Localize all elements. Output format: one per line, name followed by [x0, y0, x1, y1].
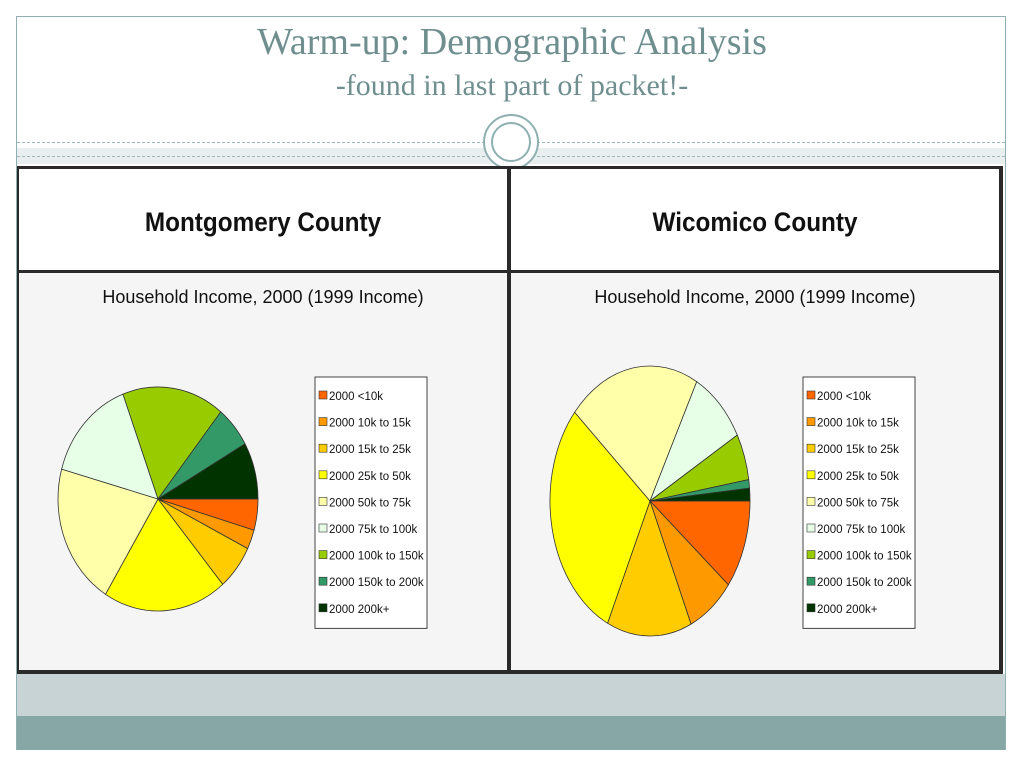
pie-slice-4	[549, 411, 651, 624]
footer-band-light	[17, 674, 1005, 716]
legend-box	[802, 376, 916, 629]
legend-label: 2000 150k to 200k	[329, 577, 424, 589]
legend-label: 2000 25k to 50k	[329, 471, 411, 483]
legend-label: 2000 200k+	[329, 604, 390, 616]
legend-swatch	[806, 550, 816, 559]
legend-label: 2000 15k to 25k	[817, 444, 899, 456]
legend-swatch	[806, 497, 816, 506]
pie-slice-5	[57, 468, 159, 595]
montgomery-pie-chart: 2000 <10k 2000 10k to 15k 2000 15k to 25k 2…	[57, 376, 428, 629]
montgomery-county-title: Montgomery County	[144, 207, 382, 237]
legend-label: 2000 <10k	[329, 391, 383, 403]
wicomico-chart-cell: Household Income, 2000 (1999 Income) 200…	[511, 273, 999, 670]
legend-label: 2000 25k to 50k	[817, 471, 899, 483]
legend-label: 2000 10k to 15k	[817, 418, 899, 430]
legend-swatch	[318, 443, 328, 453]
legend-swatch	[806, 523, 816, 533]
legend-label: 2000 50k to 75k	[817, 497, 899, 509]
pie-slice-6	[61, 393, 159, 500]
legend-label: 2000 150k to 200k	[817, 577, 912, 589]
legend-label: 2000 50k to 75k	[329, 497, 411, 509]
wicomico-header-cell: Wicomico County	[511, 169, 999, 270]
pie-slice-9	[649, 487, 751, 502]
legend-swatch	[806, 390, 816, 400]
legend-label: 2000 10k to 15k	[329, 418, 411, 430]
legend-swatch	[318, 497, 328, 506]
legend-label: 2000 75k to 100k	[817, 524, 905, 536]
legend-swatch	[806, 576, 816, 586]
pie-slice-3	[607, 499, 692, 637]
footer-band-dark	[17, 716, 1005, 750]
montgomery-chart-cell: Household Income, 2000 (1999 Income) 200…	[19, 273, 507, 670]
wicomico-chart-title: Household Income, 2000 (1999 Income)	[594, 287, 916, 307]
legend-swatch	[806, 470, 816, 480]
legend-swatch	[318, 390, 328, 400]
legend-swatch	[318, 470, 328, 480]
legend-swatch	[318, 523, 328, 533]
pie-slice-1	[649, 500, 751, 586]
wicomico-chart-area: Household Income, 2000 (1999 Income) 200…	[511, 273, 999, 670]
slide-title: Warm-up: Demographic Analysis	[257, 21, 767, 63]
pie-slice-4	[104, 498, 224, 612]
legend-swatch	[318, 576, 328, 586]
slide-subtitle: -found in last part of packet!-	[335, 69, 689, 102]
legend-label: 2000 100k to 150k	[817, 551, 912, 563]
legend-swatch	[318, 550, 328, 559]
legend-label: 2000 200k+	[817, 604, 878, 616]
legend-label: 2000 15k to 25k	[329, 444, 411, 456]
montgomery-chart-area: Household Income, 2000 (1999 Income) 200…	[19, 273, 507, 670]
legend-box	[314, 376, 428, 629]
wicomico-county-title: Wicomico County	[652, 207, 858, 237]
legend-swatch	[318, 603, 328, 613]
pie-slice-5	[574, 365, 698, 502]
circle-ornament-inner	[491, 122, 531, 162]
chart-table: Montgomery County Wicomico County Househ…	[17, 166, 1003, 674]
circle-ornament	[483, 114, 539, 170]
legend-label: 2000 <10k	[817, 391, 871, 403]
pie-slice-7	[122, 386, 222, 500]
legend-swatch	[806, 603, 816, 613]
legend-swatch	[318, 417, 328, 426]
montgomery-chart-title: Household Income, 2000 (1999 Income)	[102, 287, 424, 307]
legend-swatch	[806, 443, 816, 453]
legend-label: 2000 75k to 100k	[329, 524, 417, 536]
wicomico-pie-chart: 2000 <10k 2000 10k to 15k 2000 15k to 25k 2…	[549, 365, 916, 637]
legend-swatch	[806, 417, 816, 426]
legend-label: 2000 100k to 150k	[329, 551, 424, 563]
pie-slice-6	[649, 381, 738, 503]
montgomery-header-cell: Montgomery County	[19, 169, 507, 270]
pie-slice-9	[156, 443, 259, 500]
